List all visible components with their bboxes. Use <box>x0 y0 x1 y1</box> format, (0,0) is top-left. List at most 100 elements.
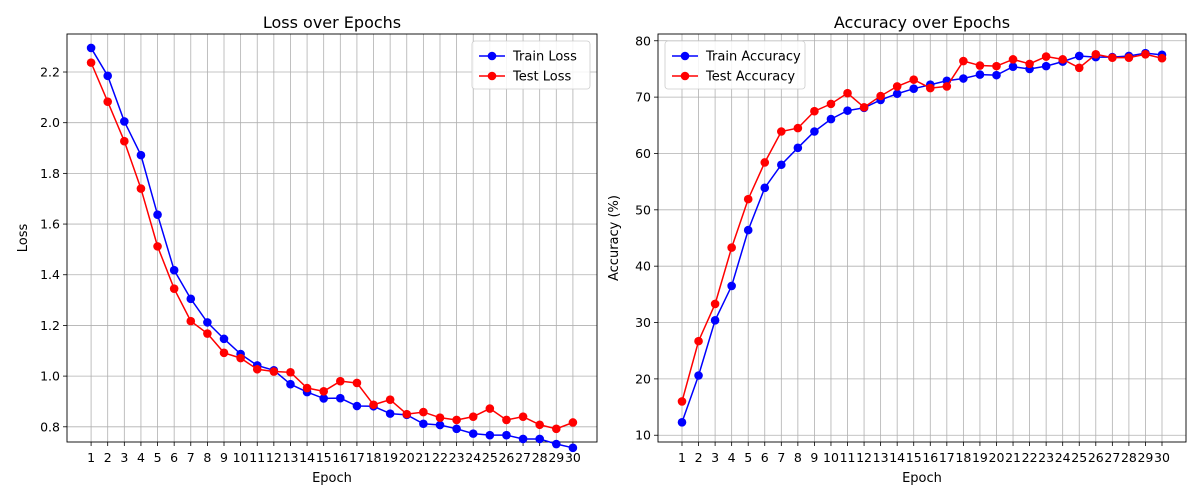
chart1-legend-box <box>471 40 591 90</box>
chart2-legend-box <box>664 40 806 90</box>
chart1-xtick-label-4: 4 <box>137 450 145 465</box>
chart2-legend-test-accuracy-marker <box>680 71 690 81</box>
chart1-test-loss-point-18 <box>369 400 378 410</box>
chart1-train-loss-point-8 <box>203 318 212 327</box>
chart1-xtick-label-24: 24 <box>465 450 481 465</box>
chart2-test-accuracy-point-22 <box>1025 59 1034 69</box>
chart1-xtick-label-23: 23 <box>449 450 465 465</box>
chart2-xtick-label-13: 13 <box>873 450 889 465</box>
chart1-test-loss-point-29 <box>551 424 561 434</box>
chart1-xtick-label-26: 26 <box>498 450 514 465</box>
chart2-xtick-label-28: 28 <box>1121 450 1137 465</box>
chart1-test-loss-point-9 <box>219 348 229 358</box>
chart2-test-accuracy-line <box>681 53 1163 402</box>
chart2-legend-test-accuracy-label: Test Accuracy <box>705 70 795 85</box>
chart1-ytick-label-1: 0.8 <box>40 419 60 434</box>
chart2-test-accuracy-point-11 <box>843 88 852 98</box>
chart1-test-loss-point-20 <box>402 409 412 419</box>
chart2-train-accuracy-point-20 <box>992 70 1001 80</box>
chart1-test-loss-point-8 <box>203 329 212 338</box>
chart2-xlabel: Epoch <box>902 471 942 486</box>
chart2-train-accuracy-point-14 <box>892 89 902 99</box>
chart2-xtick-label-16: 16 <box>922 450 938 465</box>
chart1-ytick-label-6: 1.8 <box>40 166 60 181</box>
chart1-train-loss-point-22 <box>435 420 445 430</box>
chart2-test-accuracy-point-1 <box>677 397 687 406</box>
chart2-train-accuracy-point-9 <box>810 127 819 136</box>
chart1-test-loss-point-11 <box>252 364 262 374</box>
chart1-ytick-label-7: 2.0 <box>40 115 60 130</box>
chart2-xtick-label-5: 5 <box>744 450 752 465</box>
chart2-xtick-label-7: 7 <box>777 450 785 465</box>
chart1-test-loss-point-5 <box>153 242 162 251</box>
chart1-title: Loss over Epochs <box>263 13 401 32</box>
chart2-train-accuracy-point-23 <box>1041 61 1051 71</box>
chart1-legend-test-loss-marker <box>487 71 497 81</box>
chart2-xtick-label-11: 11 <box>840 450 856 465</box>
chart1-ylabel: Loss <box>16 224 31 253</box>
chart1-train-loss-point-3 <box>120 117 129 126</box>
chart2-train-accuracy-line <box>681 52 1163 423</box>
chart1-xtick-label-16: 16 <box>332 450 348 465</box>
chart2-test-accuracy-point-29 <box>1141 49 1150 59</box>
chart1-train-loss-point-7 <box>186 294 196 304</box>
chart1-xtick-label-1: 1 <box>87 450 95 465</box>
chart2-test-accuracy-point-7 <box>777 127 786 136</box>
chart1-ytick-label-8: 2.2 <box>40 65 60 80</box>
chart2-ytick-label-5: 50 <box>635 202 651 217</box>
chart2-xtick-label-15: 15 <box>906 450 922 465</box>
chart1-xtick-label-27: 27 <box>515 450 531 465</box>
chart2-test-accuracy-point-18 <box>959 56 968 66</box>
chart2-ytick-label-2: 20 <box>635 371 651 386</box>
chart2-xtick-label-21: 21 <box>1005 450 1021 465</box>
chart2-xtick-label-4: 4 <box>728 450 736 465</box>
chart1-test-loss-point-17 <box>352 378 362 388</box>
chart2-plot-frame <box>657 33 1187 443</box>
chart1-ytick-label-4: 1.4 <box>40 267 60 282</box>
chart2-test-accuracy-point-28 <box>1124 53 1134 62</box>
chart1-test-loss-line <box>90 62 574 430</box>
chart1-xtick-label-5: 5 <box>154 450 162 465</box>
chart2-xtick-label-6: 6 <box>761 450 769 465</box>
chart2-test-accuracy-point-21 <box>1008 55 1018 64</box>
chart1-train-loss-point-28 <box>535 434 544 444</box>
chart1-test-loss-point-13 <box>286 368 295 377</box>
chart2-test-accuracy-point-27 <box>1108 53 1117 62</box>
chart2-xtick-label-27: 27 <box>1104 450 1120 465</box>
chart1-xlabel: Epoch <box>312 471 352 486</box>
chart1-train-loss-point-9 <box>219 334 229 344</box>
chart1-xtick-label-22: 22 <box>432 450 448 465</box>
chart1-xtick-label-20: 20 <box>399 450 415 465</box>
chart2-xtick-label-26: 26 <box>1088 450 1104 465</box>
chart1-test-loss-point-23 <box>452 415 461 425</box>
chart1-test-loss-point-10 <box>236 353 245 363</box>
chart1-test-loss-point-27 <box>518 412 528 421</box>
chart2-xtick-label-30: 30 <box>1154 450 1170 465</box>
chart2-xtick-label-2: 2 <box>695 450 703 465</box>
chart2-test-accuracy-point-30 <box>1157 53 1167 63</box>
chart2-xtick-label-17: 17 <box>939 450 955 465</box>
chart2-xtick-label-1: 1 <box>678 450 686 465</box>
chart1-train-loss-point-27 <box>518 434 528 444</box>
chart2-test-accuracy-point-26 <box>1091 49 1101 59</box>
chart1-train-loss-point-19 <box>385 409 395 418</box>
chart1-xtick-label-6: 6 <box>170 450 178 465</box>
chart2-test-accuracy-point-10 <box>826 99 836 109</box>
chart1-xtick-label-10: 10 <box>233 450 249 465</box>
chart1-xtick-label-8: 8 <box>203 450 211 465</box>
chart2-test-accuracy-point-14 <box>892 82 902 91</box>
chart1-test-loss-point-22 <box>435 413 445 422</box>
chart2-xtick-label-10: 10 <box>823 450 839 465</box>
chart1-train-loss-point-26 <box>502 430 511 440</box>
chart1-train-loss-point-4 <box>136 150 146 160</box>
chart1-train-loss-point-5 <box>153 210 162 219</box>
chart1-xtick-label-9: 9 <box>220 450 228 465</box>
chart2-test-accuracy-point-15 <box>909 75 919 84</box>
chart1-xtick-label-7: 7 <box>187 450 195 465</box>
chart1-test-loss-point-7 <box>186 316 196 326</box>
chart1-xtick-label-14: 14 <box>299 450 315 465</box>
chart2-ytick-label-3: 30 <box>635 315 651 330</box>
chart1-test-loss-point-14 <box>302 383 312 393</box>
chart2-train-accuracy-point-6 <box>760 183 770 193</box>
